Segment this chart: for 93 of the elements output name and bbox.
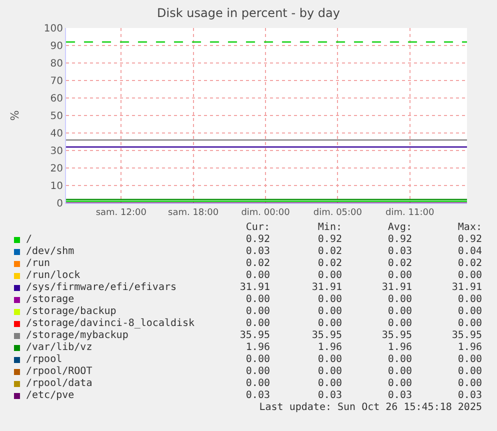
text: 0.00 [458, 318, 482, 330]
legend-label: /run/lock [26, 270, 80, 282]
text: 0.00 [458, 378, 482, 390]
text: Min: [318, 222, 342, 234]
y-tick-label: 80 [50, 58, 63, 70]
y-tick-label: 40 [50, 128, 63, 140]
legend-label: /rpool [26, 354, 62, 366]
text: 31.91 [240, 282, 270, 294]
text: 0.00 [246, 366, 270, 378]
text: 0.02 [388, 258, 412, 270]
text: 0.03 [388, 246, 412, 258]
text: 0.00 [458, 270, 482, 282]
text: 35.95 [382, 330, 412, 342]
text: 0.03 [388, 390, 412, 402]
x-tick-label: dim. 11:00 [386, 208, 434, 218]
legend-label: /storage/davinci-8_localdisk [26, 318, 195, 330]
y-axis-title: % [8, 110, 22, 121]
text: 0.04 [458, 246, 482, 258]
text: 0.00 [318, 354, 342, 366]
text: 0.03 [458, 390, 482, 402]
text: 0.00 [388, 318, 412, 330]
text: 0.02 [318, 246, 342, 258]
text: 0.00 [388, 366, 412, 378]
text: 35.95 [312, 330, 342, 342]
y-tick-label: 20 [50, 164, 63, 174]
text: 0.00 [246, 378, 270, 390]
x-tick-label: dim. 05:00 [313, 208, 362, 218]
legend-label: /storage/mybackup [26, 330, 128, 342]
text: 0.00 [318, 294, 342, 306]
text: 0.92 [388, 234, 412, 246]
legend-label: /rpool/data [26, 378, 92, 390]
chart-title: Disk usage in percent - by day [157, 6, 340, 20]
legend-label: /storage/backup [26, 306, 116, 318]
text: 0.00 [318, 306, 342, 318]
text: 0.00 [458, 354, 482, 366]
text: 0.00 [388, 294, 412, 306]
legend-label: /run [26, 258, 50, 270]
text: Cur: [246, 222, 270, 234]
y-tick-label: 0 [56, 198, 63, 210]
text: 31.91 [452, 282, 482, 294]
text: 0.00 [388, 270, 412, 282]
text: 0.00 [388, 378, 412, 390]
x-tick-label: dim. 00:00 [241, 208, 290, 218]
legend-label: /sys/firmware/efi/efivars [26, 282, 177, 294]
text: 1.96 [388, 342, 412, 354]
text: 0.00 [318, 270, 342, 282]
text: 0.92 [246, 234, 270, 246]
text: 0.00 [246, 306, 270, 318]
text: 31.91 [312, 282, 342, 294]
text: 0.00 [246, 354, 270, 366]
text: 0.00 [246, 270, 270, 282]
legend-label: / [26, 234, 32, 246]
text: 1.96 [458, 342, 482, 354]
x-tick-label: sam. 12:00 [96, 208, 147, 218]
text: 0.02 [318, 258, 342, 270]
text: 0.00 [458, 294, 482, 306]
text: Last update: Sun Oct 26 15:45:18 2025 [259, 402, 482, 414]
legend-label: /rpool/ROOT [26, 366, 92, 378]
legend-label: /var/lib/vz [26, 342, 92, 354]
text: 0.92 [318, 234, 342, 246]
y-tick-label: 70 [50, 76, 63, 87]
text: 0.00 [458, 366, 482, 378]
text: 0.03 [246, 246, 270, 258]
text: 0.00 [458, 306, 482, 318]
text: 0.02 [458, 258, 482, 270]
text: 0.03 [318, 390, 342, 402]
text: 35.95 [452, 330, 482, 342]
text: 0.00 [246, 318, 270, 330]
legend-label: /dev/shm [26, 246, 74, 258]
y-tick-label: 90 [50, 41, 63, 52]
text: 0.92 [458, 234, 482, 246]
text: 0.02 [246, 258, 270, 270]
text: 0.00 [318, 318, 342, 330]
x-tick-label: sam. 18:00 [168, 208, 219, 218]
text: 0.00 [318, 366, 342, 378]
text: 1.96 [318, 342, 342, 354]
text: 1.96 [246, 342, 270, 354]
y-tick-label: 10 [50, 181, 63, 192]
text: 0.00 [318, 378, 342, 390]
y-tick-label: 30 [50, 146, 63, 157]
text: 0.00 [246, 294, 270, 306]
text: Max: [458, 222, 482, 234]
legend-label: /etc/pve [26, 390, 74, 402]
text: 0.00 [388, 354, 412, 366]
legend-label: /storage [26, 294, 74, 306]
y-tick-label: 100 [44, 24, 63, 34]
text: 35.95 [240, 330, 270, 342]
text: 0.00 [388, 306, 412, 318]
y-tick-label: 50 [50, 111, 63, 122]
text: 31.91 [382, 282, 412, 294]
text: Avg: [388, 222, 412, 234]
y-tick-label: 60 [50, 94, 63, 104]
text: 0.03 [246, 390, 270, 402]
